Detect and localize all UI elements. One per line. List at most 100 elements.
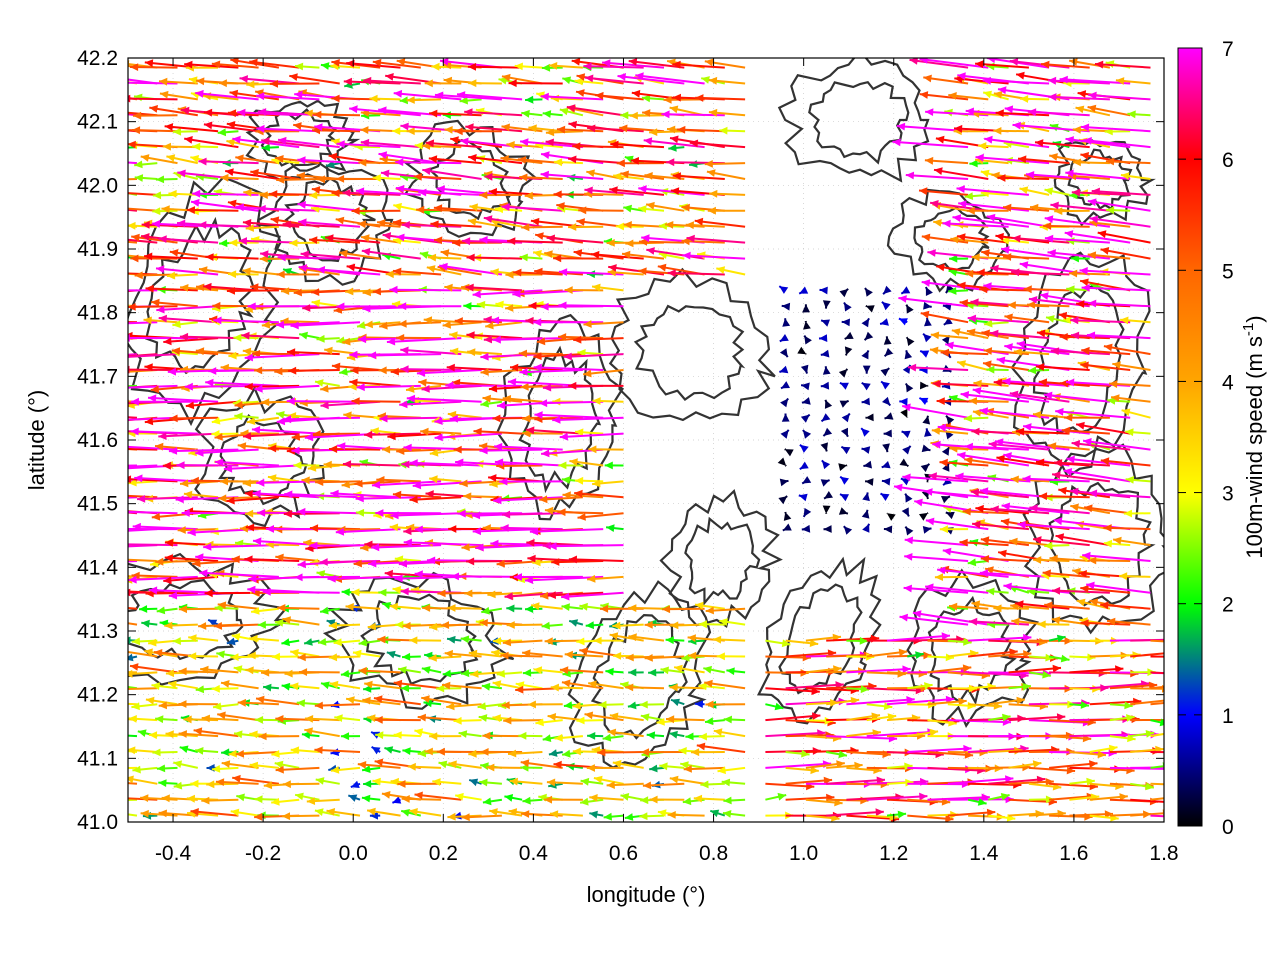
wind-vector-head — [571, 58, 581, 66]
wind-vector — [168, 448, 239, 453]
wind-vector-head — [966, 206, 975, 215]
wind-vector-head — [973, 379, 982, 388]
wind-vector-head — [925, 287, 933, 296]
wind-vector-head — [225, 168, 234, 176]
wind-vector-head — [524, 191, 533, 200]
wind-vector-head — [169, 249, 179, 257]
wind-vector-head — [797, 346, 807, 355]
wind-vector-head — [460, 635, 470, 644]
wind-vector-head — [809, 639, 819, 647]
wind-vector-head — [389, 523, 399, 532]
wind-vector-head — [384, 569, 393, 578]
wind-vector-head — [275, 320, 285, 329]
wind-vector-head — [630, 157, 639, 165]
wind-vector-head — [105, 525, 113, 533]
wind-vector-head — [378, 151, 388, 159]
wind-vector — [128, 622, 138, 626]
wind-vector-head — [375, 509, 384, 517]
wind-vector-head — [533, 352, 542, 361]
wind-vector-head — [110, 465, 118, 473]
wind-vector-head — [779, 286, 789, 294]
wind-vector-head — [625, 683, 634, 692]
wind-vector-head — [639, 700, 648, 709]
wind-vector — [1032, 538, 1090, 547]
wind-vector-head — [330, 748, 340, 756]
wind-vector-head — [983, 282, 992, 290]
wind-vector-head — [1013, 348, 1023, 356]
wind-vector-head — [109, 794, 117, 802]
wind-vector-head — [628, 58, 638, 66]
wind-vector-head — [1077, 90, 1087, 98]
wind-vector — [1087, 302, 1151, 308]
wind-vector-head — [568, 651, 578, 660]
wind-vector-head — [939, 525, 948, 534]
wind-vector — [466, 333, 523, 340]
wind-vector-head — [128, 253, 129, 258]
wind-vector-head — [336, 140, 345, 149]
wind-vector-head — [464, 589, 473, 598]
wind-vector-head — [504, 794, 514, 802]
wind-vector-head — [512, 290, 521, 298]
wind-vector-head — [417, 713, 426, 722]
wind-vector — [128, 97, 178, 101]
wind-vector-head — [598, 700, 607, 709]
x-tick-label: -0.4 — [155, 842, 192, 865]
wind-vector — [1100, 459, 1151, 467]
wind-vector-head — [1023, 650, 1032, 658]
wind-vector-head — [401, 795, 410, 803]
wind-vector-head — [1003, 253, 1012, 261]
wind-vector — [158, 432, 219, 438]
wind-vector-head — [569, 619, 579, 627]
colorbar-tick-label: 5 — [1222, 260, 1234, 283]
wind-vector — [244, 353, 320, 359]
wind-vector-head — [1047, 76, 1057, 85]
wind-vector-head — [442, 111, 451, 119]
wind-vector-head — [522, 796, 531, 805]
wind-vector-head — [1036, 458, 1045, 467]
wind-vector-head — [118, 648, 127, 656]
wind-vector-head — [525, 95, 534, 104]
wind-vector-head — [897, 810, 907, 819]
wind-vector-head — [839, 400, 849, 408]
wind-vector-head — [774, 702, 784, 711]
wind-vector-head — [252, 489, 261, 498]
wind-vector-head — [904, 536, 914, 545]
wind-vector-head — [412, 481, 422, 490]
wind-vector — [239, 77, 300, 85]
wind-vector-head — [635, 72, 644, 80]
wind-vector — [1038, 495, 1090, 499]
wind-vector — [919, 58, 989, 69]
wind-vector-head — [588, 680, 597, 689]
wind-vector — [401, 223, 462, 228]
wind-vector-head — [942, 547, 952, 556]
wind-vector-head — [1044, 234, 1054, 243]
wind-vector-head — [271, 797, 280, 806]
wind-vector-head — [920, 381, 929, 390]
wind-vector-head — [803, 507, 812, 517]
wind-vector-head — [362, 288, 371, 297]
wind-vector-head — [349, 378, 358, 387]
wind-vector-head — [148, 394, 157, 403]
wind-vector-head — [862, 523, 870, 533]
terrain-contour-line — [608, 267, 776, 422]
wind-vector-head — [1083, 137, 1092, 145]
wind-vector — [533, 366, 604, 371]
wind-vector — [1080, 587, 1131, 594]
y-axis-ticks: 41.041.141.241.341.441.541.641.741.841.9… — [77, 47, 1164, 834]
wind-vector-head — [617, 73, 626, 81]
wind-vector-head — [143, 316, 152, 325]
wind-vector — [921, 281, 989, 292]
wind-vector-head — [492, 637, 502, 645]
wind-vector-head — [957, 72, 966, 80]
wind-vector-head — [584, 711, 594, 720]
wind-vector-head — [215, 458, 224, 467]
x-tick-label: 0.0 — [339, 842, 368, 865]
wind-vector-head — [459, 96, 468, 105]
wind-vector-head — [554, 158, 563, 167]
wind-vector — [1043, 393, 1111, 403]
wind-vector-head — [780, 429, 789, 439]
wind-vector — [136, 496, 198, 501]
wind-vector-head — [291, 433, 301, 441]
wind-vector-head — [353, 559, 362, 568]
wind-vector-head — [1070, 316, 1079, 325]
